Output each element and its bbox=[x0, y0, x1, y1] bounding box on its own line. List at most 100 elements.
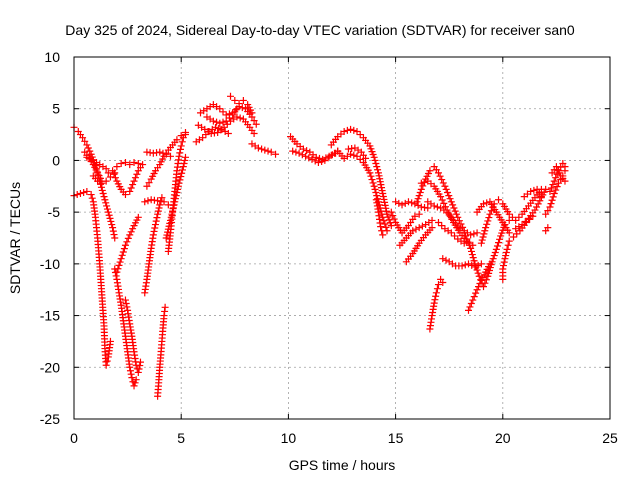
series-s43 bbox=[477, 185, 545, 247]
data-point bbox=[347, 150, 355, 158]
data-point bbox=[489, 203, 497, 211]
data-point bbox=[548, 196, 556, 204]
data-point bbox=[552, 186, 560, 194]
data-point bbox=[158, 194, 166, 202]
data-point bbox=[417, 179, 425, 187]
data-point bbox=[521, 217, 529, 225]
data-point bbox=[464, 260, 472, 268]
data-point bbox=[299, 145, 307, 153]
data-point bbox=[510, 233, 518, 241]
data-point bbox=[552, 163, 560, 171]
data-point bbox=[102, 199, 110, 207]
data-point bbox=[415, 224, 423, 232]
data-point bbox=[372, 188, 380, 196]
data-point bbox=[505, 229, 513, 237]
data-point bbox=[160, 198, 168, 206]
data-point bbox=[169, 207, 177, 215]
data-point bbox=[533, 203, 541, 211]
data-point bbox=[151, 221, 159, 229]
data-point bbox=[499, 265, 507, 273]
data-point bbox=[483, 199, 491, 207]
plot-frame bbox=[73, 56, 611, 420]
data-point bbox=[356, 131, 364, 139]
data-point bbox=[116, 258, 124, 266]
data-point bbox=[171, 198, 179, 206]
data-point bbox=[101, 196, 109, 204]
data-point bbox=[130, 177, 138, 185]
data-point bbox=[374, 166, 382, 174]
data-point bbox=[408, 199, 416, 207]
data-point bbox=[98, 179, 106, 187]
data-point bbox=[381, 220, 389, 228]
data-point bbox=[495, 239, 503, 247]
data-point bbox=[86, 155, 94, 163]
data-point bbox=[467, 231, 475, 239]
data-point bbox=[129, 225, 137, 233]
data-point bbox=[550, 190, 558, 198]
data-point bbox=[452, 210, 460, 218]
data-point bbox=[258, 145, 266, 153]
data-point bbox=[438, 222, 446, 230]
data-point bbox=[374, 169, 382, 177]
data-point bbox=[238, 104, 246, 112]
series-s22 bbox=[227, 92, 256, 117]
data-point bbox=[180, 160, 188, 168]
data-point bbox=[222, 117, 230, 125]
data-point bbox=[417, 185, 425, 193]
data-point bbox=[170, 201, 178, 209]
data-point bbox=[124, 234, 132, 242]
data-point bbox=[482, 276, 490, 284]
data-point bbox=[130, 158, 138, 166]
series-s15 bbox=[154, 303, 169, 400]
data-point bbox=[374, 195, 382, 203]
data-point bbox=[110, 231, 118, 239]
data-point bbox=[473, 286, 481, 294]
data-point bbox=[433, 203, 441, 211]
series-s46 bbox=[520, 185, 545, 201]
data-point bbox=[223, 120, 231, 128]
series-s1 bbox=[70, 123, 119, 242]
data-point bbox=[272, 150, 280, 158]
data-point bbox=[305, 154, 313, 162]
data-point bbox=[103, 205, 111, 213]
data-point bbox=[535, 189, 543, 197]
data-point bbox=[387, 222, 395, 230]
y-tick-label: 0 bbox=[52, 152, 60, 168]
data-point bbox=[505, 210, 513, 218]
data-point bbox=[424, 204, 432, 212]
data-point bbox=[502, 252, 510, 260]
data-point bbox=[161, 303, 169, 311]
data-point bbox=[501, 255, 509, 263]
data-point bbox=[546, 203, 554, 211]
data-point bbox=[111, 174, 119, 182]
data-point bbox=[544, 224, 552, 232]
data-point bbox=[530, 186, 538, 194]
data-point bbox=[467, 244, 475, 252]
data-point bbox=[171, 195, 179, 203]
data-point bbox=[231, 96, 239, 104]
data-point bbox=[441, 203, 449, 211]
data-point bbox=[97, 180, 105, 188]
series-s11 bbox=[141, 194, 166, 297]
data-point bbox=[439, 255, 447, 263]
data-point bbox=[127, 228, 135, 236]
data-point bbox=[250, 130, 258, 138]
data-point bbox=[438, 196, 446, 204]
data-point bbox=[461, 261, 469, 269]
data-point bbox=[549, 193, 557, 201]
data-point bbox=[219, 118, 227, 126]
series-s30 bbox=[392, 198, 432, 212]
data-point bbox=[446, 195, 454, 203]
data-point bbox=[175, 179, 183, 187]
chart-title: Day 325 of 2024, Sidereal Day-to-day VTE… bbox=[65, 22, 575, 38]
data-point bbox=[369, 179, 377, 187]
data-point bbox=[167, 213, 175, 221]
data-point bbox=[412, 225, 420, 233]
data-point bbox=[145, 179, 153, 187]
data-point bbox=[515, 213, 523, 221]
data-point bbox=[379, 190, 387, 198]
data-point bbox=[88, 194, 96, 202]
series-s39 bbox=[439, 255, 485, 271]
data-point bbox=[123, 303, 131, 311]
data-point bbox=[434, 218, 442, 226]
